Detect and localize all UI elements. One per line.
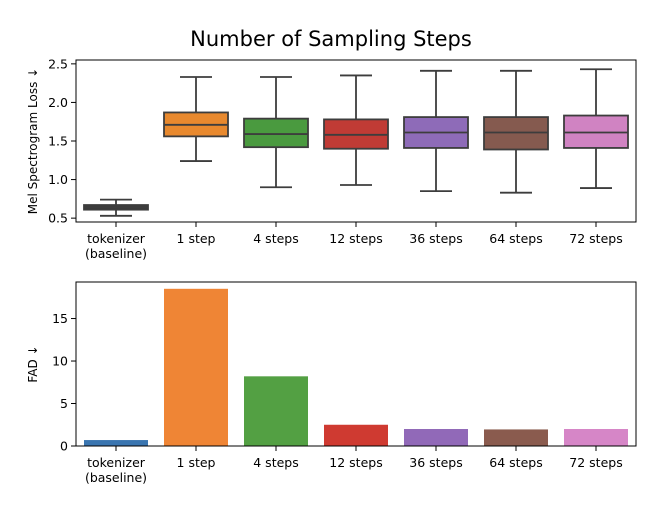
x-tick-label: 4 steps — [253, 231, 298, 246]
iqr-box — [243, 117, 309, 149]
x-tick-label: 64 steps — [489, 231, 542, 246]
box-4 — [403, 69, 469, 193]
y-tick-label: 2.5 — [48, 56, 68, 71]
bar-3 — [324, 424, 388, 446]
y-tick-label: 0 — [60, 439, 68, 454]
bar-0 — [84, 440, 148, 446]
x-tick-label: 72 steps — [569, 455, 622, 470]
x-tick-label: tokenizer — [87, 455, 146, 470]
bar-y-axis-label: FAD ↓ — [26, 345, 40, 382]
bar-1 — [164, 288, 228, 446]
box-0 — [83, 198, 149, 217]
box-3 — [323, 74, 389, 186]
x-tick-label: 36 steps — [409, 231, 462, 246]
y-tick-label: 1.5 — [48, 134, 68, 149]
x-tick-label: 12 steps — [329, 455, 382, 470]
box-1 — [163, 76, 229, 162]
bar-6 — [564, 429, 628, 446]
box-5 — [483, 69, 549, 194]
x-tick-label: 1 step — [177, 455, 216, 470]
bar-2 — [244, 376, 308, 446]
box-2 — [243, 76, 309, 189]
y-tick-label: 15 — [52, 311, 68, 326]
box-6 — [563, 68, 629, 189]
x-tick-label: 1 step — [177, 231, 216, 246]
y-tick-label: 5 — [60, 396, 68, 411]
x-tick-label: 72 steps — [569, 231, 622, 246]
x-tick-label: 36 steps — [409, 455, 462, 470]
x-tick-label: tokenizer — [87, 231, 146, 246]
boxplot-panel: 0.5 1.0 1.5 2.0 2.5 tokenizer(baseline) 1 ste… — [26, 56, 637, 261]
bar-5 — [484, 429, 548, 446]
x-tick-label: (baseline) — [85, 470, 147, 485]
bar-frame — [75, 281, 637, 447]
x-tick-label: 64 steps — [489, 455, 542, 470]
y-tick-label: 0.5 — [48, 211, 68, 226]
bar-panel: 0 5 10 15 tokenizer(baseline) 1 step 4 steps 1… — [26, 281, 637, 485]
bar-4 — [404, 429, 468, 446]
y-tick-label: 10 — [52, 354, 68, 369]
x-tick-label: (baseline) — [85, 246, 147, 261]
x-tick-label: 4 steps — [253, 455, 298, 470]
y-tick-label: 1.0 — [48, 172, 68, 187]
y-tick-label: 2.0 — [48, 95, 68, 110]
x-tick-label: 12 steps — [329, 231, 382, 246]
figure-title: Number of Sampling Steps — [190, 27, 472, 51]
boxplot-y-axis-label: Mel Spectrogram Loss ↓ — [26, 68, 40, 214]
